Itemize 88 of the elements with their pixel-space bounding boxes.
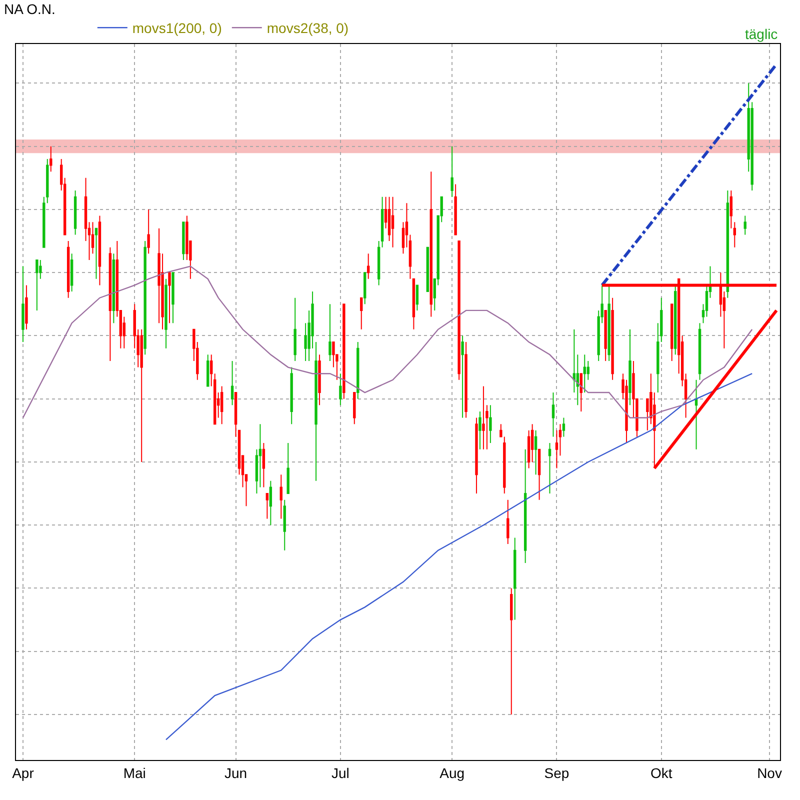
candlestick <box>733 222 736 248</box>
x-tick-label: Aug <box>440 764 465 781</box>
legend-label: movs2(38, 0) <box>266 20 349 36</box>
candlestick <box>206 354 210 387</box>
x-tick-label: Okt <box>650 764 672 781</box>
candlestick <box>510 588 513 715</box>
candlestick <box>430 171 432 318</box>
x-tick-label: Jun <box>224 764 248 781</box>
candlestick <box>94 228 98 280</box>
candlestick <box>366 253 370 280</box>
candlestick <box>280 474 282 520</box>
candlestick <box>482 386 485 450</box>
candlestick <box>464 342 468 418</box>
candlestick <box>548 442 552 494</box>
candlestick <box>552 392 555 438</box>
candlestick <box>458 240 460 380</box>
candlestick <box>611 297 614 380</box>
candlestick <box>454 184 457 236</box>
candlestick <box>628 328 632 406</box>
candlestick <box>608 284 610 362</box>
candlestick <box>108 246 112 362</box>
candlestick <box>698 322 702 380</box>
candlestick <box>360 297 363 330</box>
candlestick <box>538 448 541 500</box>
candlestick <box>744 215 746 236</box>
candlestick <box>514 537 516 620</box>
candlestick <box>220 386 224 425</box>
x-tick-label: Sep <box>544 764 570 781</box>
candlestick <box>112 253 116 324</box>
candlestick <box>426 246 430 292</box>
candlestick <box>674 284 677 356</box>
candlestick <box>98 215 102 286</box>
candlestick <box>74 190 77 236</box>
candlestick <box>328 304 332 362</box>
candlestick <box>364 272 366 305</box>
candlestick <box>318 354 321 406</box>
candlestick <box>461 335 464 418</box>
candlestick <box>286 442 290 494</box>
candlestick <box>262 442 266 488</box>
candlestick <box>478 410 482 450</box>
candlestick <box>524 448 527 564</box>
candlestick <box>314 342 318 482</box>
candlestick <box>726 190 730 298</box>
candlestick <box>580 373 583 412</box>
candlestick <box>730 190 733 229</box>
text: täglic <box>745 26 778 42</box>
candlestick <box>168 272 171 324</box>
candlestick <box>583 354 586 394</box>
candlestick <box>230 360 234 406</box>
candlestick <box>70 253 74 292</box>
candlestick <box>66 240 70 298</box>
x-tick-label: Jul <box>331 764 350 781</box>
candlestick <box>475 417 478 494</box>
candlestick <box>283 499 286 551</box>
candlestick <box>144 240 146 356</box>
candlestick <box>182 222 185 260</box>
candlestick <box>25 284 28 330</box>
legend-label: movs1(200, 0) <box>132 20 222 36</box>
candlestick <box>604 310 607 362</box>
x-tick-label: Nov <box>757 764 782 781</box>
candlestick <box>489 404 492 444</box>
candlestick <box>694 379 698 450</box>
candlestick <box>50 146 52 172</box>
candlestick <box>140 328 143 462</box>
candlestick <box>266 493 269 520</box>
candlestick <box>36 259 38 311</box>
candlestick <box>22 266 24 343</box>
x-tick-label: Apr <box>12 764 34 781</box>
candlestick <box>450 146 454 198</box>
candlestick <box>412 278 416 330</box>
candlestick <box>506 499 510 545</box>
candlestick <box>290 366 293 425</box>
candlestick <box>294 297 296 362</box>
candlestick <box>534 430 538 476</box>
chart-title: NA O.N. <box>4 0 56 17</box>
candlestick <box>416 284 419 311</box>
candlestick <box>353 392 356 425</box>
candlestick <box>670 304 674 362</box>
candlestick <box>562 417 566 438</box>
candlestick <box>147 208 150 254</box>
candlestick <box>164 278 168 349</box>
candlestick <box>339 373 342 406</box>
candlestick <box>356 342 360 400</box>
candlestick <box>172 272 174 324</box>
candlestick <box>269 480 272 526</box>
candlestick <box>342 304 346 400</box>
candlestick <box>391 196 394 248</box>
x-tick-label: Mai <box>123 764 146 781</box>
